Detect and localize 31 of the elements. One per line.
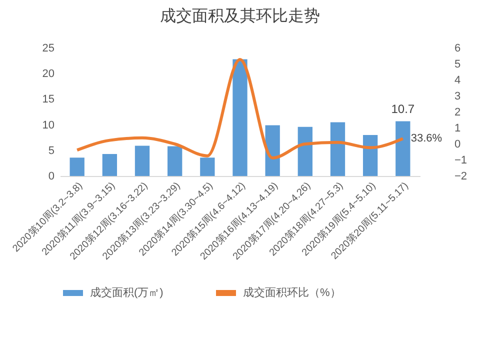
y-tick-label: 15 [42, 94, 54, 106]
bar [232, 59, 248, 176]
data-label: 33.6% [410, 132, 442, 145]
legend-label: 成交面积(万㎡) [90, 286, 164, 299]
bar [200, 158, 215, 176]
y2-tick-label: 2 [454, 106, 461, 118]
data-label: 10.7 [391, 102, 415, 116]
y2-tick-label: 5 [454, 58, 461, 70]
y2-tick-label: −2 [454, 170, 468, 182]
legend-label: 成交面积环比（%） [243, 286, 341, 299]
y-tick-label: 0 [48, 170, 54, 182]
bar [134, 146, 150, 176]
y2-tick-label: 3 [454, 90, 461, 102]
y2-tick-label: 1 [454, 122, 461, 134]
y-tick-label: 20 [42, 68, 54, 80]
bar [362, 135, 378, 176]
y-tick-label: 5 [48, 144, 54, 157]
bar [102, 154, 118, 176]
bar [168, 146, 182, 176]
y2-tick-label: 0 [454, 138, 461, 150]
bar [265, 125, 280, 176]
bar [298, 126, 312, 176]
y-tick-label: 10 [42, 119, 54, 132]
bar [330, 122, 346, 176]
y2-tick-label: −1 [454, 154, 468, 166]
chart-title: 成交面积及其环比走势 [160, 7, 320, 25]
y-tick-label: 25 [42, 42, 54, 54]
y2-tick-label: 4 [454, 74, 461, 86]
bar [70, 158, 84, 176]
bar [396, 121, 410, 176]
y2-tick-label: 6 [454, 42, 461, 54]
